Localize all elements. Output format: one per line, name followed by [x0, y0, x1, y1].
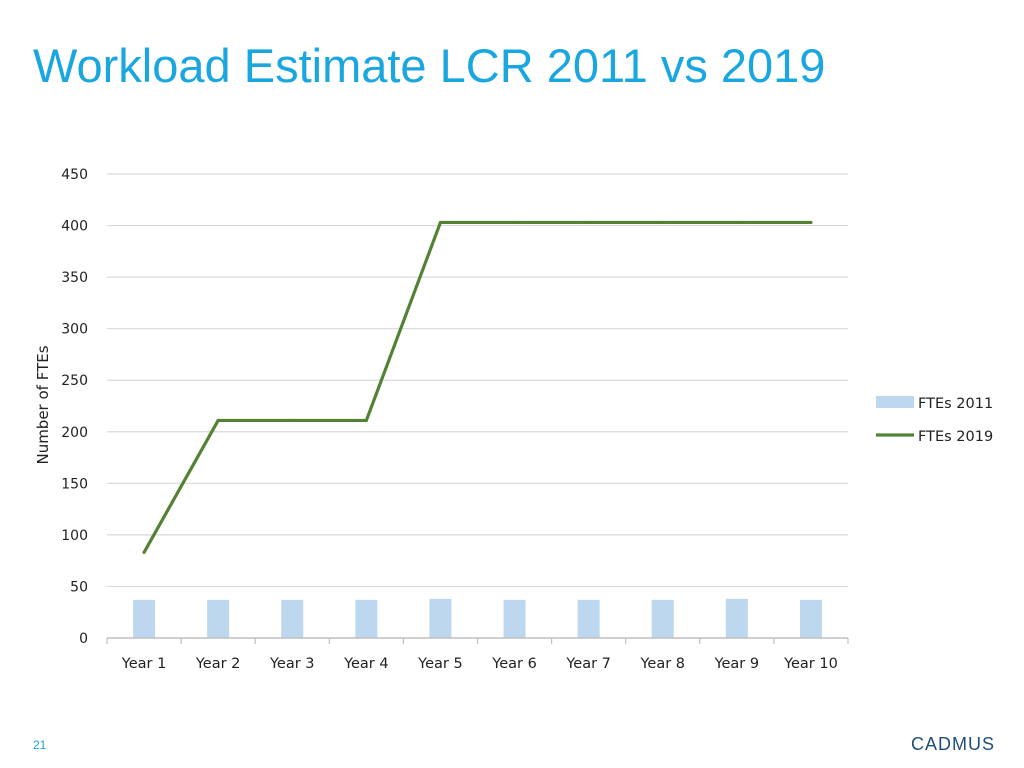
bar-ftes-2011 — [651, 599, 674, 638]
chart-line-layer — [142, 220, 813, 555]
x-tick-label: Year 8 — [639, 656, 685, 672]
legend-label-ftes-2019: FTEs 2019 — [918, 429, 993, 445]
line-point-ftes-2019 — [587, 220, 591, 225]
bar-ftes-2011 — [133, 599, 156, 638]
x-tick-label: Year 1 — [121, 656, 167, 672]
chart-axes — [106, 637, 849, 644]
x-tick-label: Year 6 — [491, 656, 537, 672]
y-tick-label: 400 — [61, 219, 88, 235]
bar-ftes-2011 — [207, 599, 230, 638]
line-point-ftes-2019 — [216, 418, 220, 423]
x-tick-label: Year 10 — [783, 656, 838, 672]
line-point-ftes-2019 — [512, 220, 517, 225]
line-point-ftes-2019 — [809, 220, 813, 225]
x-tick-label: Year 5 — [417, 656, 463, 672]
legend-swatch-ftes-2011 — [876, 396, 914, 408]
bar-ftes-2011 — [281, 599, 304, 638]
bar-ftes-2011 — [577, 599, 600, 638]
x-tick-label: Year 9 — [714, 656, 760, 672]
chart-labels: 0 50 100 150 200 250 300 350 400 450 Year 1 Year 2 Y… — [61, 167, 838, 672]
page-number: 21 — [33, 738, 47, 752]
line-point-ftes-2019 — [438, 220, 443, 225]
line-ftes-2019 — [142, 220, 811, 554]
line-point-ftes-2019 — [290, 418, 294, 423]
bar-ftes-2011 — [503, 599, 526, 638]
chart-gridlines — [107, 173, 848, 588]
bar-ftes-2011 — [725, 598, 748, 638]
x-tick-label: Year 3 — [269, 656, 315, 672]
y-axis-title: Number of FTEs — [34, 345, 52, 464]
y-tick-label: 100 — [61, 528, 88, 544]
line-point-ftes-2019 — [364, 418, 368, 423]
x-tick-label: Year 7 — [565, 656, 611, 672]
x-tick-label: Year 2 — [195, 656, 241, 672]
line-point-ftes-2019 — [735, 220, 739, 225]
bar-ftes-2011 — [355, 599, 378, 638]
y-tick-label: 250 — [61, 373, 88, 389]
line-point-ftes-2019 — [661, 220, 665, 225]
y-tick-label: 150 — [61, 476, 88, 492]
cadmus-logo: CADMUS — [910, 734, 995, 754]
y-tick-label: 50 — [70, 579, 88, 595]
bar-ftes-2011 — [799, 599, 822, 638]
y-tick-label: 300 — [61, 322, 88, 338]
y-tick-label: 200 — [61, 425, 88, 441]
chart-bars — [133, 598, 822, 638]
y-tick-label: 350 — [61, 270, 88, 286]
y-tick-label: 450 — [61, 167, 88, 183]
line-point-ftes-2019 — [142, 550, 146, 555]
chart-legend: FTEs 2011 FTEs 2019 — [876, 396, 993, 445]
x-tick-label: Year 4 — [343, 656, 389, 672]
legend-label-ftes-2011: FTEs 2011 — [918, 396, 993, 412]
bar-ftes-2011 — [429, 598, 452, 638]
y-tick-label: 0 — [79, 631, 88, 647]
slide-title: Workload Estimate LCR 2011 vs 2019 — [33, 39, 826, 92]
